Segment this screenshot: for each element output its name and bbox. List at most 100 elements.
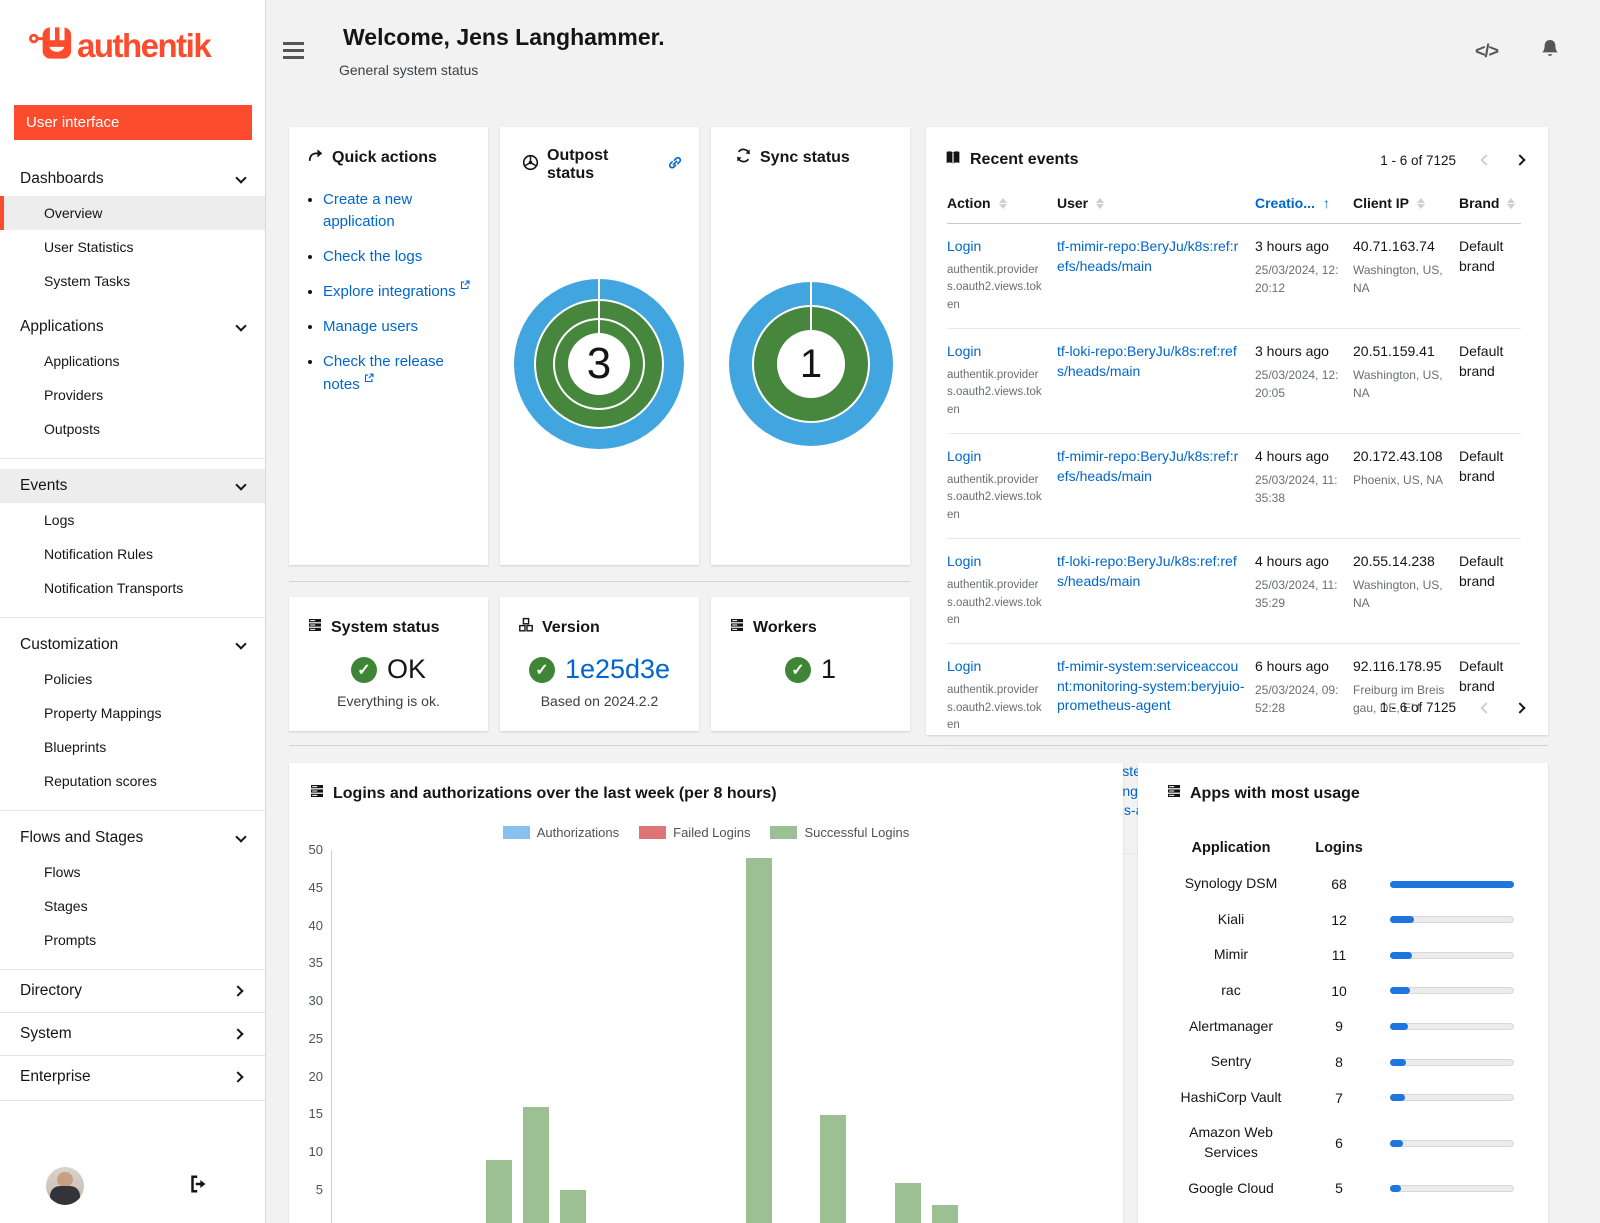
outpost-link-icon[interactable] (667, 155, 683, 176)
nav-group-label: Enterprise (20, 1068, 91, 1086)
pagination-label: 1 - 6 of 7125 (1380, 153, 1456, 168)
chart-bar[interactable] (486, 1160, 512, 1223)
event-user-cell: tf-mimir-repo:BeryJu/k8s:ref:refs/heads/… (1057, 434, 1255, 539)
sidebar-group-flows-and-stages[interactable]: Flows and Stages (0, 821, 265, 855)
app-name: Mimir (1166, 945, 1296, 965)
progress-track (1390, 881, 1514, 888)
chart-bar[interactable] (560, 1190, 586, 1223)
sidebar-item-notification-rules[interactable]: Notification Rules (0, 537, 265, 571)
event-action-link[interactable]: Login (947, 238, 981, 254)
api-code-icon[interactable]: </> (1475, 41, 1498, 62)
app-usage-row-kiali: Kiali12 (1166, 902, 1514, 938)
chart-bar[interactable] (932, 1205, 958, 1223)
pagination-next-icon[interactable] (1514, 154, 1525, 165)
sidebar-item-flows[interactable]: Flows (0, 855, 265, 889)
version-value[interactable]: 1e25d3e (565, 654, 670, 685)
sidebar-group-customization[interactable]: Customization (0, 628, 265, 662)
sidebar-group-dashboards[interactable]: Dashboards (0, 162, 265, 196)
sign-out-icon[interactable] (188, 1174, 209, 1199)
column-header-creatio[interactable]: Creatio...↑ (1255, 187, 1353, 224)
quick-action-link-check-the-release-notes[interactable]: Check the release notes (323, 353, 444, 393)
chart-bar[interactable] (746, 858, 772, 1223)
legend-item-successful-logins: Successful Logins (770, 825, 909, 840)
notifications-bell-icon[interactable] (1540, 38, 1560, 64)
app-usage-bar (1382, 881, 1514, 888)
sidebar-item-system-tasks[interactable]: System Tasks (0, 264, 265, 298)
sidebar-group-enterprise[interactable]: Enterprise (0, 1056, 265, 1098)
y-axis-label: 25 (289, 1031, 323, 1046)
app-login-count: 10 (1296, 983, 1382, 999)
server-icon (1166, 783, 1182, 804)
sidebar-item-notification-transports[interactable]: Notification Transports (0, 571, 265, 605)
pagination-prev-icon[interactable] (1480, 154, 1491, 165)
column-header-brand[interactable]: Brand (1459, 187, 1521, 224)
sort-icon[interactable] (1096, 198, 1104, 209)
quick-action-link-explore-integrations[interactable]: Explore integrations (323, 283, 456, 300)
event-timestamp: 25/03/2024, 12:20:05 (1255, 366, 1343, 402)
system-status-card: System status ✓ OK Everything is ok. (289, 597, 488, 731)
event-user-link[interactable]: tf-loki-repo:BeryJu/k8s:ref:refs/heads/m… (1057, 343, 1237, 379)
sidebar-item-logs[interactable]: Logs (0, 503, 265, 537)
column-header-client-ip[interactable]: Client IP (1353, 187, 1459, 224)
quick-action-link-check-the-logs[interactable]: Check the logs (323, 248, 422, 265)
sidebar-group-system[interactable]: System (0, 1013, 265, 1055)
sort-ascending-icon[interactable]: ↑ (1323, 195, 1330, 211)
sidebar-toggle-button[interactable] (283, 42, 304, 63)
sidebar-group-applications[interactable]: Applications (0, 310, 265, 344)
outpost-status-card: Outpost status 3 (500, 127, 699, 565)
apps-usage-rows: Synology DSM68Kiali12Mimir11rac10Alertma… (1166, 866, 1514, 1206)
quick-action-link-create-a-new-application[interactable]: Create a new application (323, 191, 412, 230)
server-icon (309, 783, 325, 804)
table-row: Loginauthentik.providers.oauth2.views.to… (947, 644, 1524, 749)
event-location: Washington, US, NA (1353, 261, 1449, 297)
chart-bar[interactable] (523, 1107, 549, 1223)
event-action-detail: authentik.providers.oauth2.views.token (947, 367, 1047, 420)
event-location: Washington, US, NA (1353, 576, 1449, 612)
event-client-ip-cell: 40.71.163.74Washington, US, NA (1353, 224, 1459, 329)
user-interface-button[interactable]: User interface (14, 105, 252, 140)
event-user-link[interactable]: tf-loki-repo:BeryJu/k8s:ref:refs/heads/m… (1057, 553, 1237, 589)
progress-fill (1390, 1094, 1405, 1101)
sidebar-group-directory[interactable]: Directory (0, 970, 265, 1012)
quick-action-link-manage-users[interactable]: Manage users (323, 318, 418, 335)
sidebar-item-prompts[interactable]: Prompts (0, 923, 265, 957)
sidebar-item-policies[interactable]: Policies (0, 662, 265, 696)
event-action-cell: Loginauthentik.providers.oauth2.views.to… (947, 539, 1057, 644)
book-icon (944, 149, 962, 171)
sidebar-item-providers[interactable]: Providers (0, 378, 265, 412)
sidebar-item-overview[interactable]: Overview (0, 196, 265, 230)
sidebar-item-blueprints[interactable]: Blueprints (0, 730, 265, 764)
column-header-action[interactable]: Action (947, 187, 1057, 224)
nav-group-label: Dashboards (20, 170, 104, 188)
event-ip: 20.172.43.108 (1353, 447, 1449, 467)
sidebar-group-events[interactable]: Events (0, 469, 265, 503)
event-user-link[interactable]: tf-mimir-repo:BeryJu/k8s:ref:refs/heads/… (1057, 238, 1238, 274)
sidebar-item-reputation-scores[interactable]: Reputation scores (0, 764, 265, 798)
app-login-count: 9 (1296, 1018, 1382, 1034)
event-action-link[interactable]: Login (947, 343, 981, 359)
sort-icon[interactable] (1507, 198, 1515, 209)
app-usage-row-rac: rac10 (1166, 973, 1514, 1009)
event-action-link[interactable]: Login (947, 553, 981, 569)
sidebar-item-applications[interactable]: Applications (0, 344, 265, 378)
sort-icon[interactable] (1417, 198, 1425, 209)
column-header-user[interactable]: User (1057, 187, 1255, 224)
sidebar-item-user-statistics[interactable]: User Statistics (0, 230, 265, 264)
main-area: Welcome, Jens Langhammer. General system… (267, 0, 1600, 1223)
chevron-right-icon (232, 1071, 243, 1082)
sort-icon[interactable] (999, 198, 1007, 209)
event-user-link[interactable]: tf-mimir-system:serviceaccount:monitorin… (1057, 658, 1245, 713)
event-action-link[interactable]: Login (947, 448, 981, 464)
chart-bar[interactable] (820, 1115, 846, 1223)
pagination-prev-bottom-icon[interactable] (1480, 702, 1491, 713)
event-action-link[interactable]: Login (947, 658, 981, 674)
sidebar-item-stages[interactable]: Stages (0, 889, 265, 923)
version-title: Version (542, 619, 600, 637)
pagination-next-bottom-icon[interactable] (1514, 702, 1525, 713)
user-avatar[interactable] (46, 1167, 84, 1205)
sidebar-item-outposts[interactable]: Outposts (0, 412, 265, 446)
sidebar-item-property-mappings[interactable]: Property Mappings (0, 696, 265, 730)
event-user-link[interactable]: tf-mimir-repo:BeryJu/k8s:ref:refs/heads/… (1057, 448, 1238, 484)
chart-bar[interactable] (895, 1183, 921, 1223)
event-timestamp: 25/03/2024, 11:35:38 (1255, 471, 1343, 507)
